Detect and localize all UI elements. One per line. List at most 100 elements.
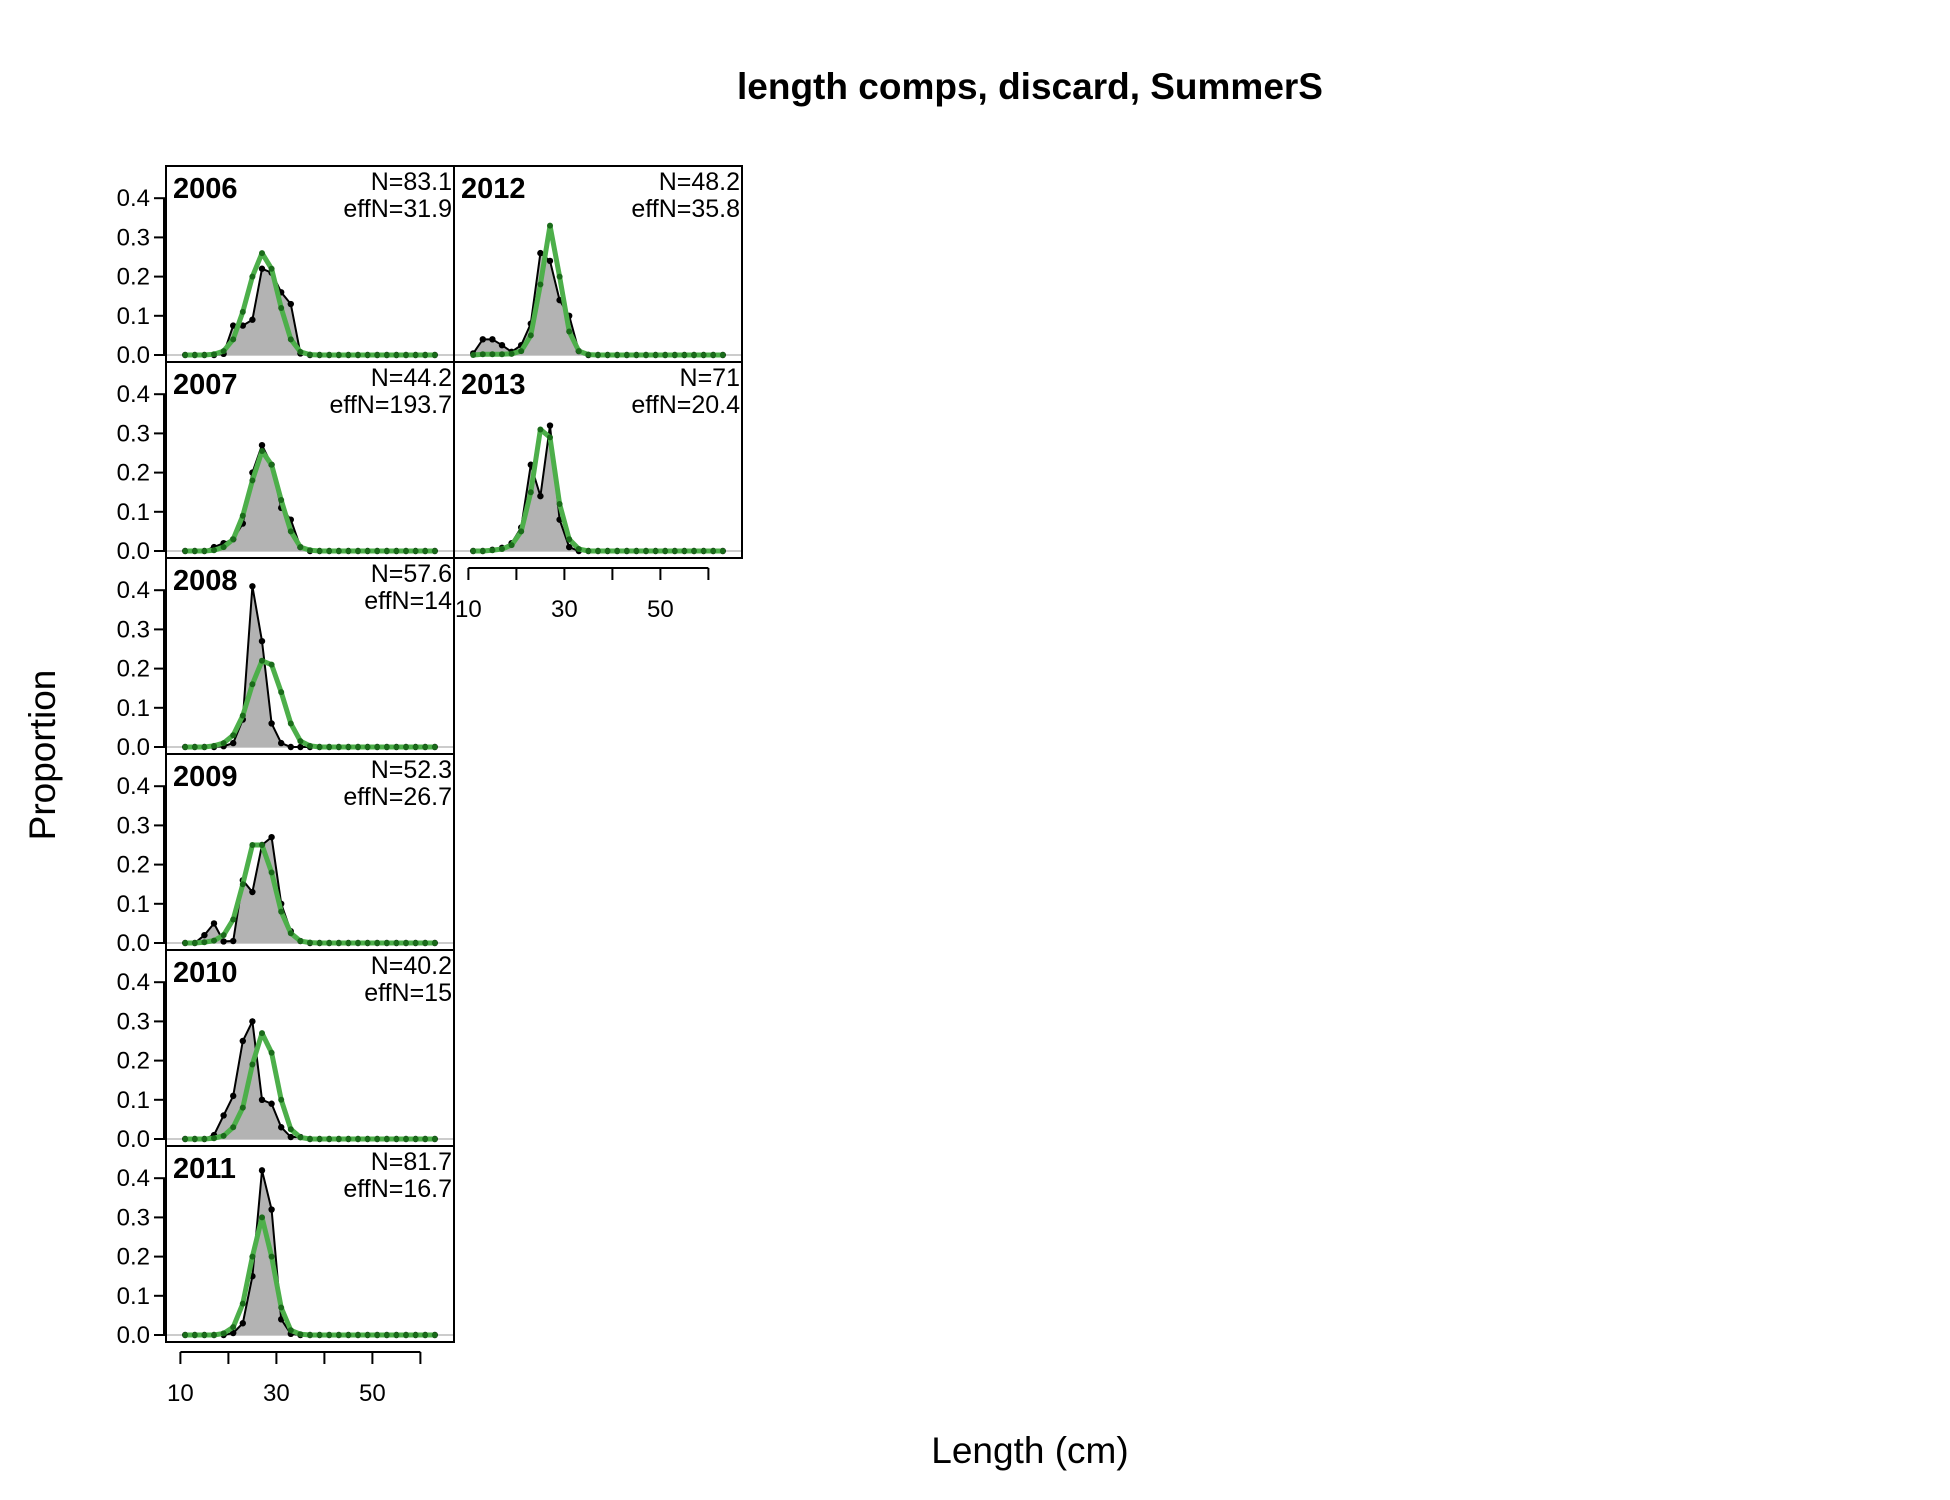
- expected-point: [335, 940, 342, 946]
- expected-point: [422, 352, 429, 358]
- panel-border: [453, 361, 743, 559]
- expected-point: [518, 348, 525, 355]
- expected-point: [326, 352, 333, 358]
- expected-point: [345, 1136, 352, 1142]
- x-axis-title: Length (cm): [931, 1430, 1128, 1471]
- expected-point: [364, 352, 371, 358]
- expected-point: [268, 661, 275, 668]
- expected-line: [185, 448, 435, 554]
- expected-line: [472, 223, 723, 358]
- expected-point: [297, 938, 304, 945]
- observed-point: [249, 316, 256, 323]
- panel-year-label: 2011: [173, 1153, 236, 1185]
- panel-n-label: N=71: [680, 364, 740, 392]
- y-tick-label: 0.0: [117, 1126, 150, 1153]
- expected-point: [374, 744, 381, 750]
- y-tick-label: 0.1: [117, 1283, 150, 1310]
- panel-year-label: 2010: [173, 957, 238, 989]
- expected-point: [470, 548, 477, 554]
- expected-point: [364, 548, 371, 554]
- expected-point: [403, 744, 409, 750]
- panel-effn-label: effN=193.7: [329, 391, 452, 419]
- observed-point: [546, 422, 554, 429]
- y-tick-label: 0.3: [117, 812, 150, 839]
- expected-point: [393, 940, 400, 946]
- expected-point: [259, 842, 265, 848]
- expected-point: [278, 304, 285, 311]
- expected-point: [220, 348, 227, 355]
- expected-line: [185, 842, 435, 946]
- expected-point: [422, 744, 429, 750]
- expected-point: [345, 548, 352, 554]
- expected-point: [335, 548, 342, 554]
- expected-point: [479, 548, 486, 554]
- expected-point: [499, 546, 505, 553]
- expected-point: [259, 1030, 265, 1037]
- observed-point: [220, 938, 227, 945]
- expected-point: [374, 548, 381, 554]
- x-tick-label: 50: [647, 596, 674, 623]
- panel-n-label: N=48.2: [659, 168, 740, 196]
- expected-point: [710, 352, 717, 358]
- expected-point: [431, 352, 438, 358]
- expected-point: [412, 1136, 419, 1142]
- expected-point: [326, 940, 333, 946]
- observed-point: [268, 1206, 275, 1213]
- expected-point: [623, 352, 630, 358]
- expected-point: [201, 744, 208, 750]
- expected-point: [345, 352, 352, 358]
- expected-point: [239, 881, 246, 888]
- expected-point: [499, 351, 505, 358]
- expected-point: [700, 352, 707, 358]
- x-tick-label: 10: [455, 596, 482, 623]
- panel-year-label: 2007: [173, 369, 238, 401]
- expected-point: [230, 916, 237, 923]
- panel-effn-label: effN=31.9: [343, 195, 452, 223]
- observed-point: [210, 920, 218, 927]
- observed-area: [473, 253, 723, 355]
- observed-point: [498, 342, 506, 349]
- expected-point: [604, 352, 611, 358]
- expected-point: [374, 940, 381, 946]
- expected-point: [431, 1332, 438, 1338]
- expected-point: [268, 869, 275, 876]
- expected-point: [211, 742, 217, 749]
- expected-point: [412, 1332, 419, 1338]
- expected-point: [643, 548, 649, 554]
- expected-point: [335, 1332, 342, 1338]
- observed-point: [268, 833, 275, 841]
- expected-point: [287, 336, 294, 343]
- expected-point: [201, 352, 208, 358]
- expected-point: [191, 940, 198, 946]
- expected-point: [307, 351, 313, 358]
- expected-point: [211, 1332, 217, 1338]
- expected-point: [182, 940, 189, 946]
- expected-point: [633, 548, 640, 554]
- expected-point: [230, 1124, 237, 1131]
- observed-area: [185, 268, 435, 355]
- expected-point: [403, 1136, 409, 1142]
- expected-point: [355, 352, 361, 358]
- expected-point: [643, 352, 649, 358]
- y-tick-label: 0.1: [117, 1087, 150, 1114]
- y-tick-label: 0.3: [117, 420, 150, 447]
- expected-point: [508, 350, 515, 357]
- y-tick-label: 0.0: [117, 930, 150, 957]
- expected-point: [220, 740, 227, 747]
- observed-point: [268, 1100, 275, 1107]
- observed-line: [185, 442, 435, 552]
- y-tick-label: 0.4: [117, 1165, 150, 1192]
- expected-point: [364, 744, 371, 750]
- expected-point: [316, 352, 323, 358]
- expected-point: [691, 548, 697, 554]
- y-tick-label: 0.1: [117, 695, 150, 722]
- panel-border: [165, 1145, 455, 1343]
- expected-point: [287, 1327, 294, 1334]
- panel-effn-label: effN=26.7: [343, 783, 452, 811]
- expected-point: [307, 547, 313, 554]
- observed-point: [258, 1096, 266, 1104]
